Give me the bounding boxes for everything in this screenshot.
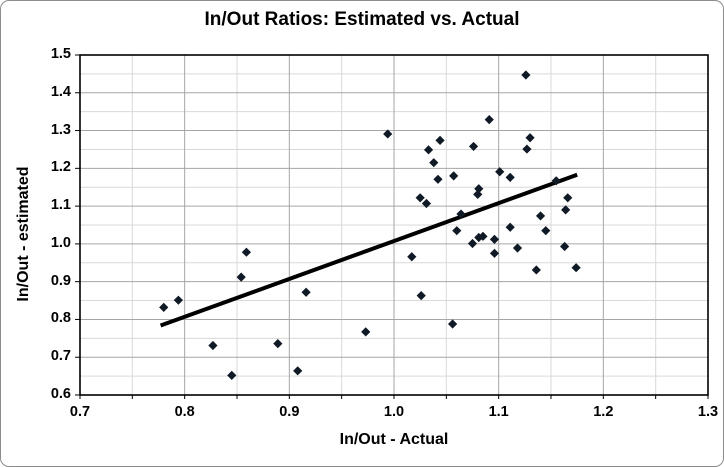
data-point-marker <box>429 158 439 168</box>
data-point-marker <box>561 205 571 215</box>
y-tick-label: 1.2 <box>50 159 71 176</box>
data-point-marker <box>489 234 500 244</box>
data-point-marker <box>456 209 466 219</box>
y-axis-title: In/Out - estimated <box>15 166 32 302</box>
data-point-marker <box>563 193 573 203</box>
y-tick-label: 0.8 <box>50 310 71 327</box>
y-tick-label: 1.0 <box>50 234 71 251</box>
chart-title: In/Out Ratios: Estimated vs. Actual <box>204 9 520 30</box>
data-point-marker <box>535 211 546 221</box>
data-point-marker <box>531 265 541 275</box>
x-tick-label: 0.9 <box>279 404 300 420</box>
data-point-marker <box>525 133 535 143</box>
data-point-marker <box>541 226 551 236</box>
data-point-marker <box>208 340 218 351</box>
data-point-marker <box>452 226 462 236</box>
y-tick-label: 0.6 <box>50 386 71 402</box>
data-point-marker <box>571 263 581 273</box>
x-tick-label: 0.8 <box>174 404 195 420</box>
data-point-marker <box>173 295 183 305</box>
data-point-marker <box>495 167 505 177</box>
data-point-marker <box>560 241 570 252</box>
data-point-marker <box>383 129 393 139</box>
y-tick-label: 0.7 <box>50 348 71 365</box>
data-point-marker <box>236 272 246 282</box>
x-axis-title: In/Out - Actual <box>339 431 449 448</box>
data-point-marker <box>474 184 484 194</box>
data-point-marker <box>474 232 484 243</box>
x-tick-label: 0.7 <box>69 404 91 420</box>
data-point-marker <box>521 70 531 80</box>
y-tick-label: 0.9 <box>50 272 71 289</box>
x-tick-label: 1.3 <box>697 404 719 420</box>
data-point-marker <box>478 231 488 241</box>
data-point-marker <box>473 189 483 199</box>
plot-area <box>75 54 709 399</box>
data-point-marker <box>159 302 169 312</box>
data-point-marker <box>361 327 371 337</box>
data-point-marker <box>273 339 283 349</box>
data-point-marker <box>421 198 432 209</box>
y-tick-label: 1.4 <box>50 83 71 100</box>
x-tick-label: 1.0 <box>383 404 405 420</box>
trend-line <box>159 172 578 328</box>
data-point-marker <box>433 174 443 184</box>
data-point-marker <box>467 238 478 249</box>
data-point-marker <box>416 291 426 301</box>
data-point-marker <box>505 222 515 232</box>
x-tick-label: 1.1 <box>488 404 509 420</box>
data-point-marker <box>227 370 237 380</box>
data-point-marker <box>489 248 500 258</box>
data-point-marker <box>449 171 459 181</box>
data-point-marker <box>407 252 417 262</box>
y-tick-label: 1.1 <box>50 197 71 214</box>
data-point-marker <box>468 141 479 152</box>
data-point-marker <box>301 287 311 297</box>
y-tick-label: 1.5 <box>50 46 71 62</box>
data-point-marker <box>241 247 252 257</box>
data-point-marker <box>551 176 561 186</box>
data-point-marker <box>512 243 523 253</box>
data-point-marker <box>435 135 445 145</box>
data-point-marker <box>484 115 494 125</box>
x-tick-label: 1.2 <box>593 404 614 420</box>
y-tick-label: 1.3 <box>50 121 71 138</box>
scatter-plot <box>75 54 709 399</box>
data-point-marker <box>423 145 434 155</box>
data-point-marker <box>415 193 425 203</box>
data-point-marker <box>505 172 515 182</box>
data-point-marker <box>522 144 532 154</box>
data-point-marker <box>293 366 303 376</box>
data-point-marker <box>448 319 458 329</box>
